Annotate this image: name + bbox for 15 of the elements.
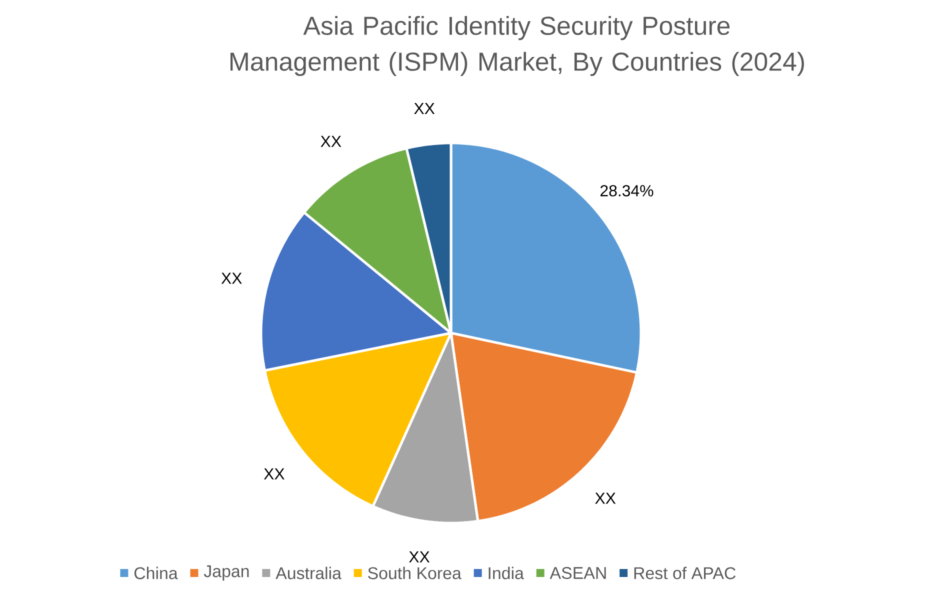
chart-title: Asia Pacific Identity Security Posture Management (ISPM) Market, By Countries (2024) — [230, 16, 804, 76]
legend-label: Rest of APAC — [634, 566, 736, 580]
data-label: XX — [264, 468, 284, 480]
legend-label: South Korea — [368, 566, 462, 580]
data-label: XX — [595, 492, 616, 504]
legend-label: Japan — [204, 565, 249, 581]
data-label: XX — [221, 272, 242, 284]
legend-label: China — [134, 566, 178, 580]
data-label: XX — [320, 136, 342, 147]
data-label: 28.34% — [600, 185, 654, 196]
legend-label: Australia — [276, 566, 342, 580]
legend-label: India — [488, 566, 524, 580]
data-label: XX — [409, 551, 430, 562]
legend-label: ASEAN — [550, 567, 606, 579]
data-label: XX — [414, 102, 435, 114]
